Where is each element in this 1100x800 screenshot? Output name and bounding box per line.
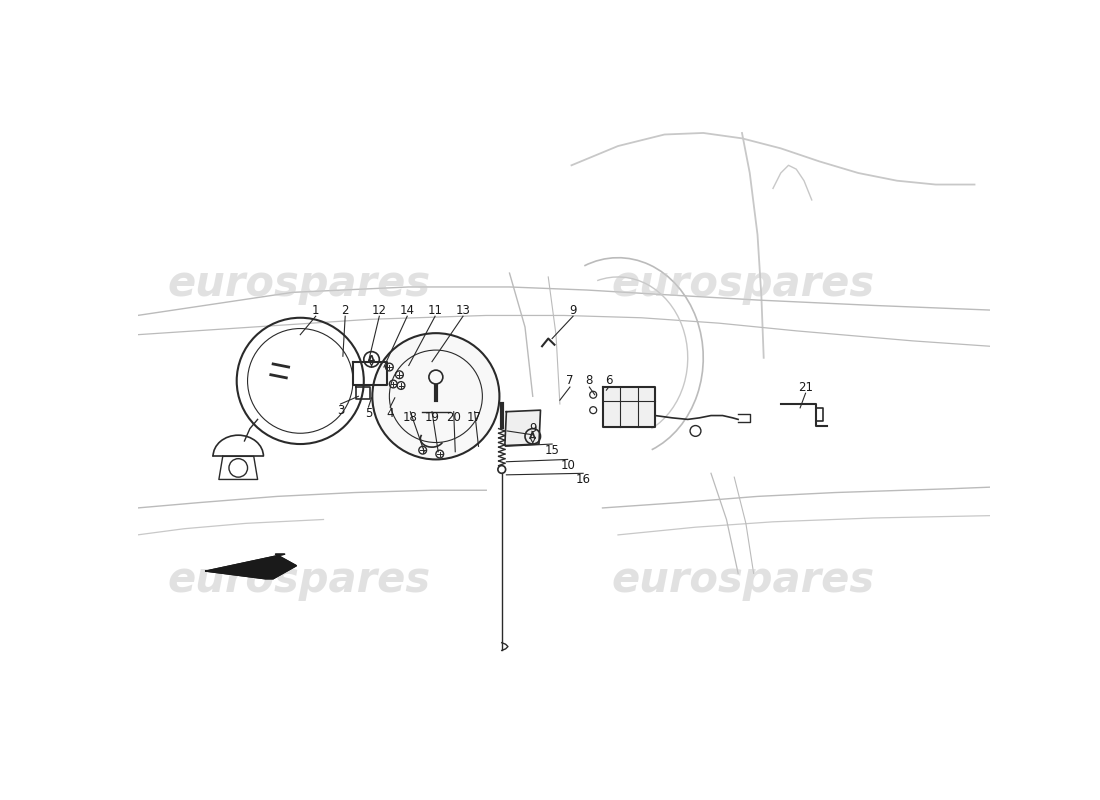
Text: A: A: [368, 355, 375, 364]
Text: 4: 4: [386, 406, 394, 420]
Text: 9: 9: [570, 303, 576, 317]
Text: 17: 17: [468, 411, 482, 424]
Text: eurospares: eurospares: [168, 263, 431, 305]
Text: 16: 16: [575, 473, 591, 486]
Text: A: A: [529, 432, 537, 441]
Text: 3: 3: [337, 404, 344, 417]
Text: 19: 19: [425, 411, 440, 424]
Polygon shape: [603, 387, 656, 427]
Text: 14: 14: [399, 303, 415, 317]
Circle shape: [429, 370, 443, 384]
Text: 13: 13: [455, 303, 471, 317]
Text: 6: 6: [605, 374, 613, 387]
Text: 21: 21: [799, 381, 813, 394]
Polygon shape: [505, 410, 540, 446]
Text: 9: 9: [529, 422, 537, 435]
Text: 8: 8: [585, 374, 593, 387]
Text: 1: 1: [312, 303, 319, 317]
Text: 20: 20: [447, 411, 461, 424]
Text: 12: 12: [372, 303, 387, 317]
Text: 5: 5: [365, 406, 372, 420]
Text: eurospares: eurospares: [612, 263, 874, 305]
Text: eurospares: eurospares: [612, 558, 874, 601]
Text: 11: 11: [428, 303, 442, 317]
Circle shape: [372, 333, 499, 459]
Text: 10: 10: [560, 459, 575, 472]
Text: 15: 15: [544, 444, 560, 457]
Text: 18: 18: [403, 411, 418, 424]
Text: 7: 7: [566, 374, 574, 387]
Text: eurospares: eurospares: [168, 558, 431, 601]
Polygon shape: [206, 554, 296, 578]
Text: 2: 2: [341, 303, 349, 317]
